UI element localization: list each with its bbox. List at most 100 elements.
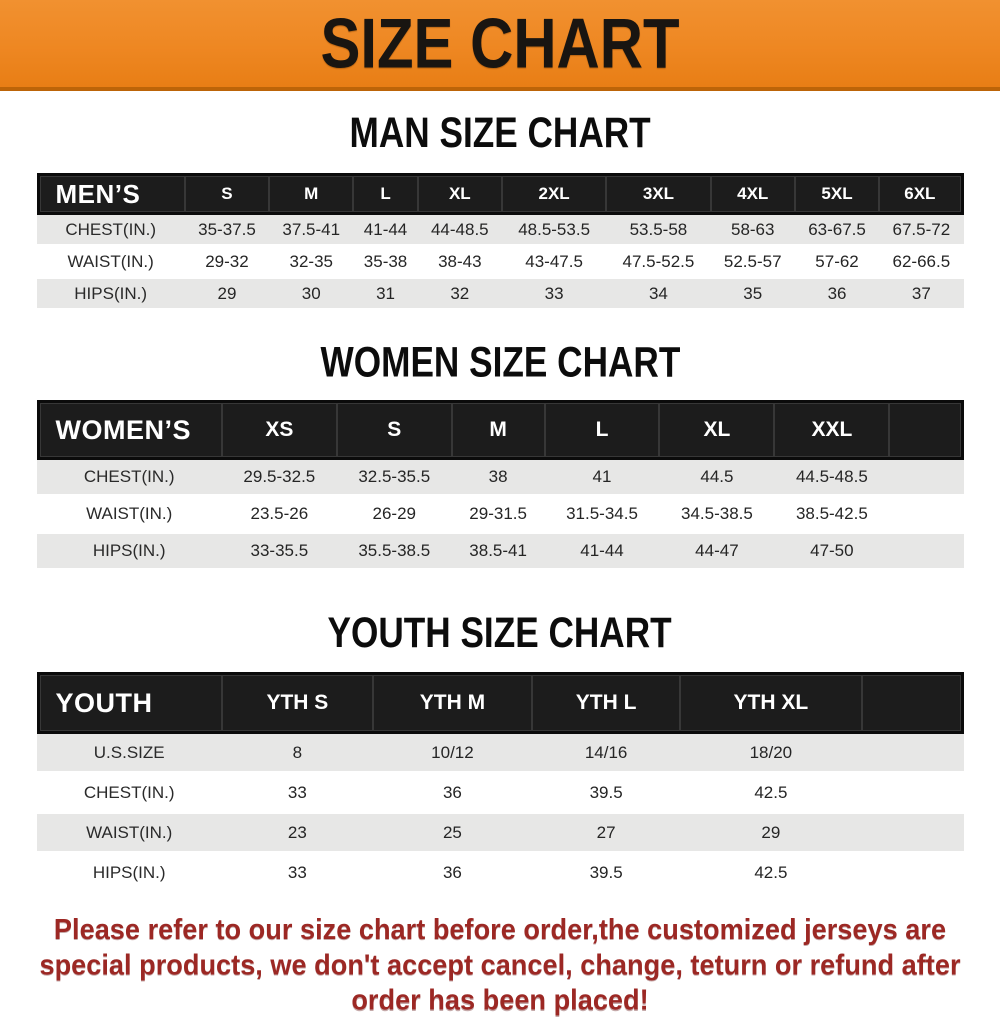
cell-spacer [889,460,964,497]
table-row: WAIST(IN.) 29-32 32-35 35-38 38-43 43-47.5 47.… [36,247,964,279]
size-column-header: L [544,400,660,460]
cell-spacer [889,497,964,534]
size-column-header: XXL [774,400,890,460]
size-chart-banner: SIZE CHART [0,0,1000,91]
size-column-header: 2XL [501,173,607,215]
cell-spacer [861,814,964,854]
size-column-header: YTH L [532,672,681,734]
size-value-cell: 29.5-32.5 [221,460,337,497]
size-column-header: L [353,173,418,215]
size-column-header: M [451,400,545,460]
size-value-cell: 38-43 [417,247,502,279]
size-value-cell: 63-67.5 [794,215,880,247]
size-column-header: XL [659,400,775,460]
table-row: CHEST(IN.) 35-37.5 37.5-41 41-44 44-48.5 48.5… [36,215,964,247]
youth-section-title: YOUTH SIZE CHART [327,609,673,657]
size-value-cell: 29-32 [184,247,270,279]
table-row: WAIST(IN.) 23 25 27 29 [36,814,964,854]
size-value-cell: 57-62 [794,247,880,279]
size-value-cell: 36 [372,774,533,814]
size-value-cell: 39.5 [532,854,681,894]
banner-title: SIZE CHART [320,4,680,83]
men-section-title: MAN SIZE CHART [349,109,651,157]
size-value-cell: 33 [501,279,607,311]
size-value-cell: 33-35.5 [221,534,337,571]
order-note: Please refer to our size chart before or… [20,913,980,1016]
size-column-header: S [184,173,270,215]
cell-spacer [861,734,964,774]
size-value-cell: 29-31.5 [451,497,545,534]
table-row: U.S.SIZE 8 10/12 14/16 18/20 [36,734,964,774]
size-value-cell: 27 [532,814,681,854]
size-column-header: YTH M [372,672,533,734]
men-header-label: MEN’S [36,173,185,215]
size-value-cell: 38.5-41 [451,534,545,571]
size-value-cell: 62-66.5 [879,247,964,279]
size-value-cell: 52.5-57 [710,247,795,279]
table-row: CHEST(IN.) 33 36 39.5 42.5 [36,774,964,814]
measurement-label: U.S.SIZE [36,734,222,774]
size-value-cell: 14/16 [532,734,681,774]
size-value-cell: 10/12 [372,734,533,774]
table-row: HIPS(IN.) 33 36 39.5 42.5 [36,854,964,894]
size-value-cell: 32 [417,279,502,311]
size-value-cell: 44.5-48.5 [774,460,890,497]
header-spacer [861,672,964,734]
order-note-text: Please refer to our size chart before or… [39,913,961,1016]
size-value-cell: 43-47.5 [501,247,607,279]
size-value-cell: 8 [221,734,373,774]
measurement-label: WAIST(IN.) [36,814,222,854]
size-value-cell: 35.5-38.5 [336,534,452,571]
size-value-cell: 30 [269,279,354,311]
size-value-cell: 44.5 [659,460,775,497]
size-value-cell: 67.5-72 [879,215,964,247]
table-row: WAIST(IN.) 23.5-26 26-29 29-31.5 31.5-34.5 34… [36,497,964,534]
size-value-cell: 31 [353,279,418,311]
size-value-cell: 26-29 [336,497,452,534]
size-column-header: XS [221,400,337,460]
size-value-cell: 34 [606,279,711,311]
measurement-label: WAIST(IN.) [36,247,185,279]
cell-spacer [861,854,964,894]
size-value-cell: 23.5-26 [221,497,337,534]
size-value-cell: 35-38 [353,247,418,279]
size-value-cell: 41 [544,460,660,497]
women-table-header-row: WOMEN’S XS S M L XL XXL [36,400,964,460]
size-value-cell: 38 [451,460,545,497]
size-column-header: M [269,173,354,215]
size-value-cell: 23 [221,814,373,854]
size-value-cell: 32.5-35.5 [336,460,452,497]
size-value-cell: 47.5-52.5 [606,247,711,279]
men-size-section: MAN SIZE CHART MEN’S S M L XL 2XL 3XL 4XL 5XL 6XL… [0,91,1000,311]
women-section-title: WOMEN SIZE CHART [320,339,680,387]
cell-spacer [861,774,964,814]
size-column-header: 3XL [606,173,711,215]
measurement-label: CHEST(IN.) [36,460,222,497]
size-value-cell: 41-44 [544,534,660,571]
measurement-label: HIPS(IN.) [36,534,222,571]
size-value-cell: 31.5-34.5 [544,497,660,534]
size-value-cell: 44-48.5 [417,215,502,247]
measurement-label: HIPS(IN.) [36,279,185,311]
size-value-cell: 53.5-58 [606,215,711,247]
men-table-header-row: MEN’S S M L XL 2XL 3XL 4XL 5XL 6XL [36,173,964,215]
size-column-header: 6XL [879,173,964,215]
size-column-header: YTH XL [680,672,862,734]
men-size-table: MEN’S S M L XL 2XL 3XL 4XL 5XL 6XL CHEST(IN.) 35-3… [36,173,964,311]
size-value-cell: 32-35 [269,247,354,279]
header-spacer [889,400,964,460]
size-value-cell: 41-44 [353,215,418,247]
size-value-cell: 37.5-41 [269,215,354,247]
measurement-label: WAIST(IN.) [36,497,222,534]
size-value-cell: 39.5 [532,774,681,814]
size-value-cell: 25 [372,814,533,854]
measurement-label: CHEST(IN.) [36,215,185,247]
size-value-cell: 36 [794,279,880,311]
size-column-header: XL [417,173,502,215]
cell-spacer [889,534,964,571]
measurement-label: HIPS(IN.) [36,854,222,894]
table-row: HIPS(IN.) 29 30 31 32 33 34 35 36 37 [36,279,964,311]
size-value-cell: 35 [710,279,795,311]
size-value-cell: 29 [680,814,862,854]
size-column-header: YTH S [221,672,373,734]
